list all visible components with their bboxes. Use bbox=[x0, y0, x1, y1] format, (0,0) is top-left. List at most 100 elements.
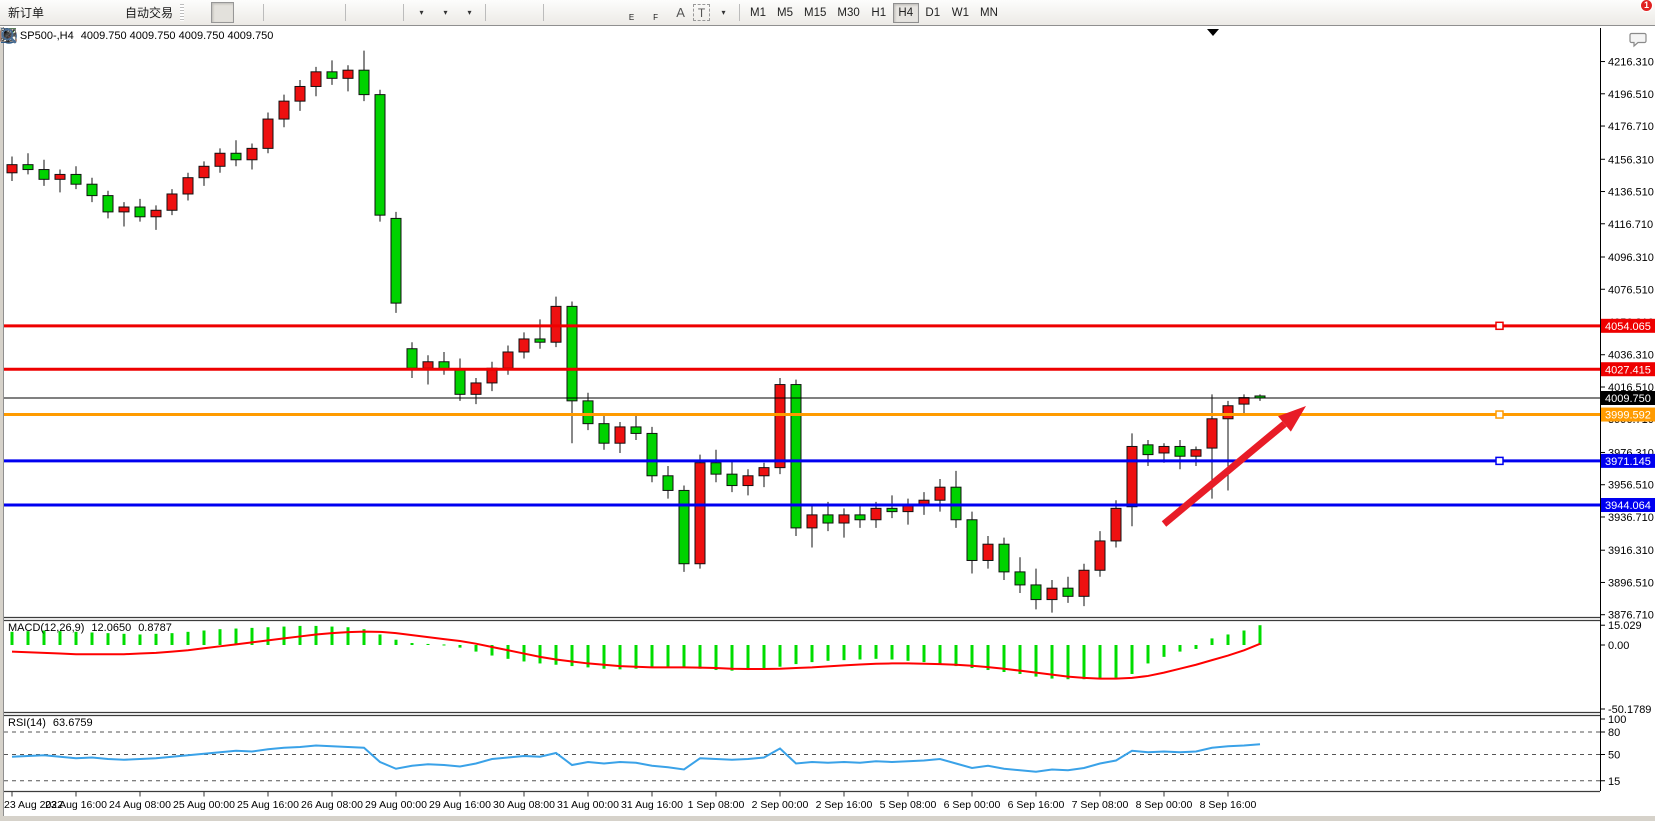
toolbar-separator bbox=[739, 4, 741, 21]
fibo-letter: F bbox=[653, 13, 658, 22]
hline-4054.065[interactable] bbox=[4, 321, 1600, 331]
navigator-icon[interactable] bbox=[1, 2, 96, 43]
line-chart-icon[interactable] bbox=[0, 2, 258, 40]
bar-chart-icon[interactable] bbox=[2, 2, 210, 41]
macd-name: MACD(12,26,9) bbox=[8, 622, 85, 634]
hline-3971.145[interactable] bbox=[4, 456, 1600, 466]
macd-histogram bbox=[10, 625, 1262, 680]
svg-text:5 Sep 08:00: 5 Sep 08:00 bbox=[880, 799, 937, 811]
notification-badge[interactable]: 1 bbox=[1640, 0, 1653, 12]
symbol-period-label: SP500-,H4 bbox=[19, 30, 74, 42]
templates-icon[interactable]: ▾ bbox=[1, 2, 480, 42]
svg-text:1 Sep 08:00: 1 Sep 08:00 bbox=[688, 799, 745, 811]
svg-text:3896.510: 3896.510 bbox=[1608, 577, 1654, 589]
tab-timeframe-m30[interactable]: M30 bbox=[832, 3, 864, 23]
svg-text:4016.510: 4016.510 bbox=[1608, 382, 1654, 394]
dropdown-caret-icon[interactable]: ▾ bbox=[721, 8, 726, 17]
svg-text:3936.710: 3936.710 bbox=[1608, 512, 1654, 524]
tab-timeframe-mn[interactable]: MN bbox=[975, 3, 1003, 23]
svg-text:4096.310: 4096.310 bbox=[1608, 252, 1654, 264]
svg-text:6 Sep 16:00: 6 Sep 16:00 bbox=[1008, 799, 1065, 811]
svg-text:8 Sep 16:00: 8 Sep 16:00 bbox=[1200, 799, 1257, 811]
svg-text:80: 80 bbox=[1608, 727, 1620, 739]
dropdown-caret-icon[interactable]: ▾ bbox=[443, 8, 448, 17]
svg-text:30 Aug 08:00: 30 Aug 08:00 bbox=[493, 799, 555, 811]
svg-text:3916.310: 3916.310 bbox=[1608, 545, 1654, 557]
market-watch-icon[interactable] bbox=[1, 2, 72, 43]
equidistant-channel-icon[interactable]: E bbox=[1, 2, 644, 43]
svg-text:50: 50 bbox=[1608, 750, 1620, 762]
svg-text:26 Aug 08:00: 26 Aug 08:00 bbox=[301, 799, 363, 811]
zoom-in-icon[interactable] bbox=[1, 2, 292, 44]
macd-indicator-label: MACD(12,26,9) 12.0650 0.8787 bbox=[8, 622, 172, 634]
rsi-level-lines bbox=[4, 731, 1600, 782]
channel-letter: E bbox=[628, 13, 635, 22]
auto-trading-button[interactable]: 自动交易 bbox=[0, 2, 177, 42]
window-left-edge bbox=[0, 27, 4, 821]
macd-main-value: 12.0650 bbox=[91, 622, 132, 634]
candles bbox=[6, 50, 1266, 613]
price-badge-3944.064: 3944.064 bbox=[1601, 497, 1655, 512]
tab-timeframe-h4[interactable]: H4 bbox=[892, 2, 919, 23]
auto-scroll-icon[interactable] bbox=[1, 2, 374, 42]
zoom-out-icon[interactable] bbox=[1, 2, 316, 44]
search-icon[interactable] bbox=[1, 2, 1627, 44]
horizontal-line-icon[interactable] bbox=[2, 2, 596, 35]
toolbar-separator bbox=[263, 4, 265, 21]
text-tool-icon[interactable]: A bbox=[676, 5, 685, 20]
hline-3999.592[interactable] bbox=[4, 410, 1600, 419]
periods-icon[interactable]: ▾ bbox=[1, 2, 456, 44]
fibonacci-icon[interactable]: F bbox=[2, 2, 668, 41]
toolbar-separator bbox=[485, 4, 487, 21]
tab-timeframe-m1[interactable]: M1 bbox=[745, 3, 771, 23]
rsi-line bbox=[11, 743, 1261, 773]
svg-text:0.00: 0.00 bbox=[1608, 640, 1629, 652]
tile-windows-icon[interactable] bbox=[1, 2, 340, 43]
svg-text:2 Sep 00:00: 2 Sep 00:00 bbox=[752, 799, 809, 811]
chart-shift-icon[interactable] bbox=[1, 2, 398, 42]
indicators-icon[interactable]: ▾ bbox=[1, 2, 432, 42]
chat-icon[interactable]: 1 bbox=[1628, 0, 1653, 48]
chart-shift-marker[interactable] bbox=[1207, 29, 1219, 36]
new-order-button[interactable]: 新订单 bbox=[4, 2, 48, 23]
dropdown-caret-icon[interactable]: ▾ bbox=[419, 8, 424, 17]
svg-text:29 Aug 00:00: 29 Aug 00:00 bbox=[365, 799, 427, 811]
tab-timeframe-m5[interactable]: M5 bbox=[772, 3, 798, 23]
toolbar-grip bbox=[180, 4, 185, 21]
svg-text:4027.415: 4027.415 bbox=[1605, 364, 1651, 376]
crosshair-icon[interactable] bbox=[2, 2, 538, 43]
svg-text:25 Aug 00:00: 25 Aug 00:00 bbox=[173, 799, 235, 811]
tab-timeframe-h1[interactable]: H1 bbox=[866, 3, 892, 23]
tab-timeframe-m15[interactable]: M15 bbox=[799, 3, 831, 23]
text-label-tool-icon[interactable]: T bbox=[693, 4, 711, 21]
vertical-line-icon[interactable] bbox=[6, 2, 572, 43]
svg-text:3876.710: 3876.710 bbox=[1608, 610, 1654, 622]
cursor-icon[interactable] bbox=[4, 2, 514, 43]
svg-text:4176.710: 4176.710 bbox=[1608, 121, 1654, 133]
svg-text:7 Sep 08:00: 7 Sep 08:00 bbox=[1072, 799, 1129, 811]
svg-text:3956.510: 3956.510 bbox=[1608, 480, 1654, 492]
macd-axis[interactable]: 15.029 0.00 -50.1789 bbox=[1600, 620, 1651, 716]
price-badge-4027.415: 4027.415 bbox=[1601, 362, 1655, 376]
svg-text:8 Sep 00:00: 8 Sep 00:00 bbox=[1136, 799, 1193, 811]
dropdown-caret-icon[interactable]: ▾ bbox=[467, 8, 472, 17]
arrows-tool-icon[interactable]: ▾ bbox=[2, 2, 734, 41]
trendline-icon[interactable] bbox=[2, 2, 620, 42]
candlestick-chart-icon[interactable] bbox=[2, 2, 235, 43]
tab-timeframe-d1[interactable]: D1 bbox=[920, 3, 946, 23]
signals-icon[interactable] bbox=[1, 2, 120, 43]
svg-text:3944.064: 3944.064 bbox=[1605, 500, 1651, 512]
timeframe-toolbar: M1 M5 M15 M30 H1 H4 D1 W1 MN bbox=[745, 2, 1003, 23]
price-axis[interactable]: 4216.310 4196.510 4176.710 4156.310 4136.510… bbox=[1600, 57, 1654, 622]
svg-text:4196.510: 4196.510 bbox=[1608, 89, 1654, 101]
chart-canvas[interactable]: 4216.310 4196.510 4176.710 4156.310 4136.510… bbox=[0, 27, 1655, 821]
svg-text:31 Aug 16:00: 31 Aug 16:00 bbox=[621, 799, 683, 811]
trend-arrow[interactable] bbox=[1161, 406, 1306, 527]
tab-timeframe-w1[interactable]: W1 bbox=[947, 3, 974, 23]
main-toolbar: 新订单 自动交易 ▾ ▾ bbox=[0, 0, 1655, 48]
chart-window[interactable] bbox=[0, 27, 1655, 821]
ohlc-values: 4009.750 4009.750 4009.750 4009.750 bbox=[80, 30, 274, 42]
